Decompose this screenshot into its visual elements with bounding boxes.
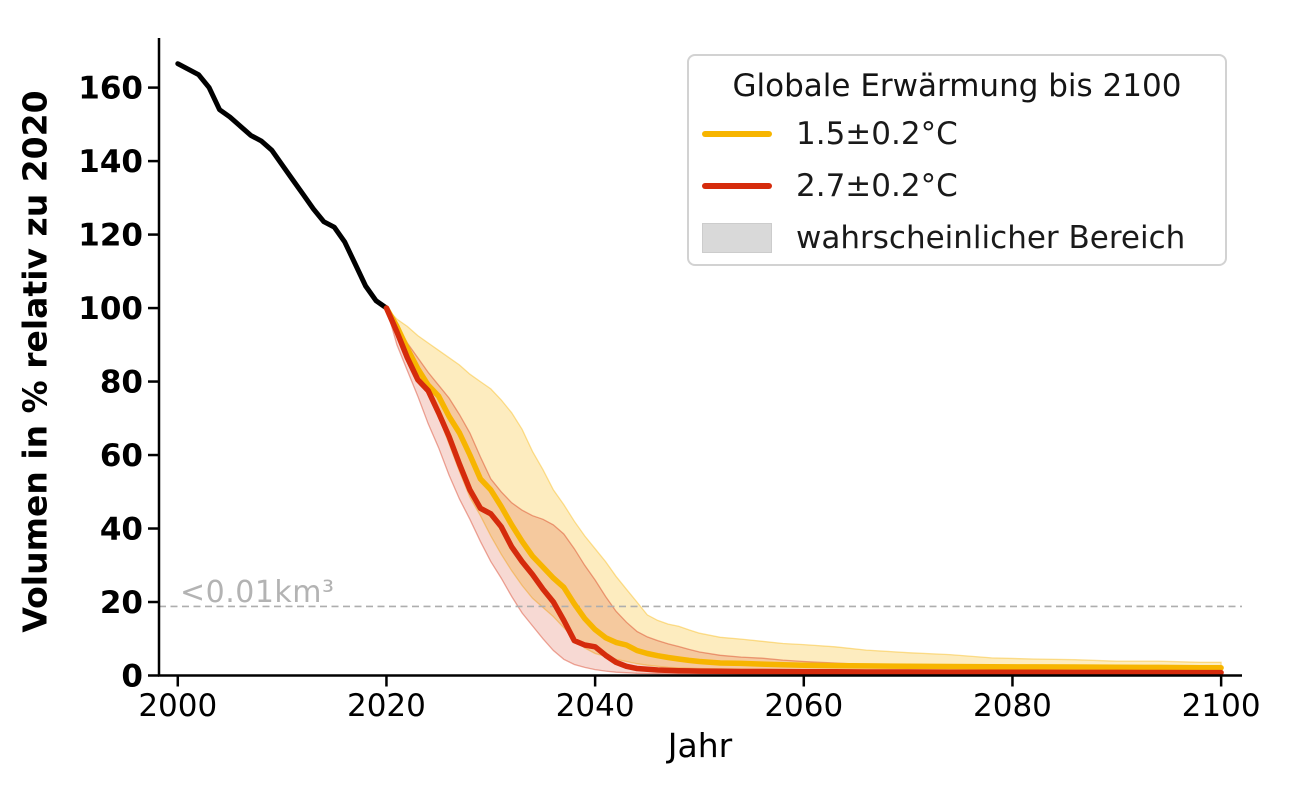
x-axis-label: Jahr	[667, 726, 733, 765]
legend-item-2-7c: 2.7±0.2°C	[689, 160, 1225, 212]
y-tick-label-80: 80	[100, 365, 143, 401]
band-1-5c	[385, 307, 1222, 674]
legend-patch-swatch-likely-range	[702, 223, 772, 253]
legend-title: Globale Erwärmung bis 2100	[732, 68, 1182, 104]
legend-line-swatch-2-7c	[702, 183, 772, 189]
legend-item-label: wahrscheinlicher Bereich	[796, 220, 1186, 256]
legend-item-label: 2.7±0.2°C	[796, 168, 958, 204]
y-tick-label-140: 140	[78, 144, 143, 180]
y-tick-label-160: 160	[78, 71, 143, 107]
threshold-annotation: <0.01km³	[180, 575, 335, 610]
y-tick-label-0: 0	[121, 659, 143, 695]
legend-item-1-5c: 1.5±0.2°C	[689, 108, 1225, 160]
legend: Globale Erwärmung bis 2100 1.5±0.2°C 2.7…	[687, 54, 1227, 266]
y-tick-label-60: 60	[100, 438, 143, 474]
x-tick-label-2040: 2040	[556, 688, 635, 724]
legend-item-likely-range: wahrscheinlicher Bereich	[689, 212, 1225, 264]
y-tick-label-100: 100	[78, 291, 143, 327]
y-tick-label-40: 40	[100, 512, 143, 548]
x-tick-label-2060: 2060	[764, 688, 843, 724]
x-tick-label-2100: 2100	[1182, 688, 1261, 724]
series-2-7c-line	[383, 305, 1224, 676]
y-axis-label: Volumen in % relativ zu 2020	[15, 90, 55, 633]
legend-line-swatch-1-5c	[702, 131, 772, 137]
series-1-5c-line	[383, 305, 1224, 671]
series-observed-line	[175, 61, 389, 311]
y-tick-label-120: 120	[78, 218, 143, 254]
x-tick-label-2080: 2080	[973, 688, 1052, 724]
legend-item-label: 1.5±0.2°C	[796, 116, 958, 152]
y-tick-label-20: 20	[100, 585, 143, 621]
x-tick-label-2000: 2000	[138, 688, 217, 724]
x-tick-label-2020: 2020	[347, 688, 426, 724]
